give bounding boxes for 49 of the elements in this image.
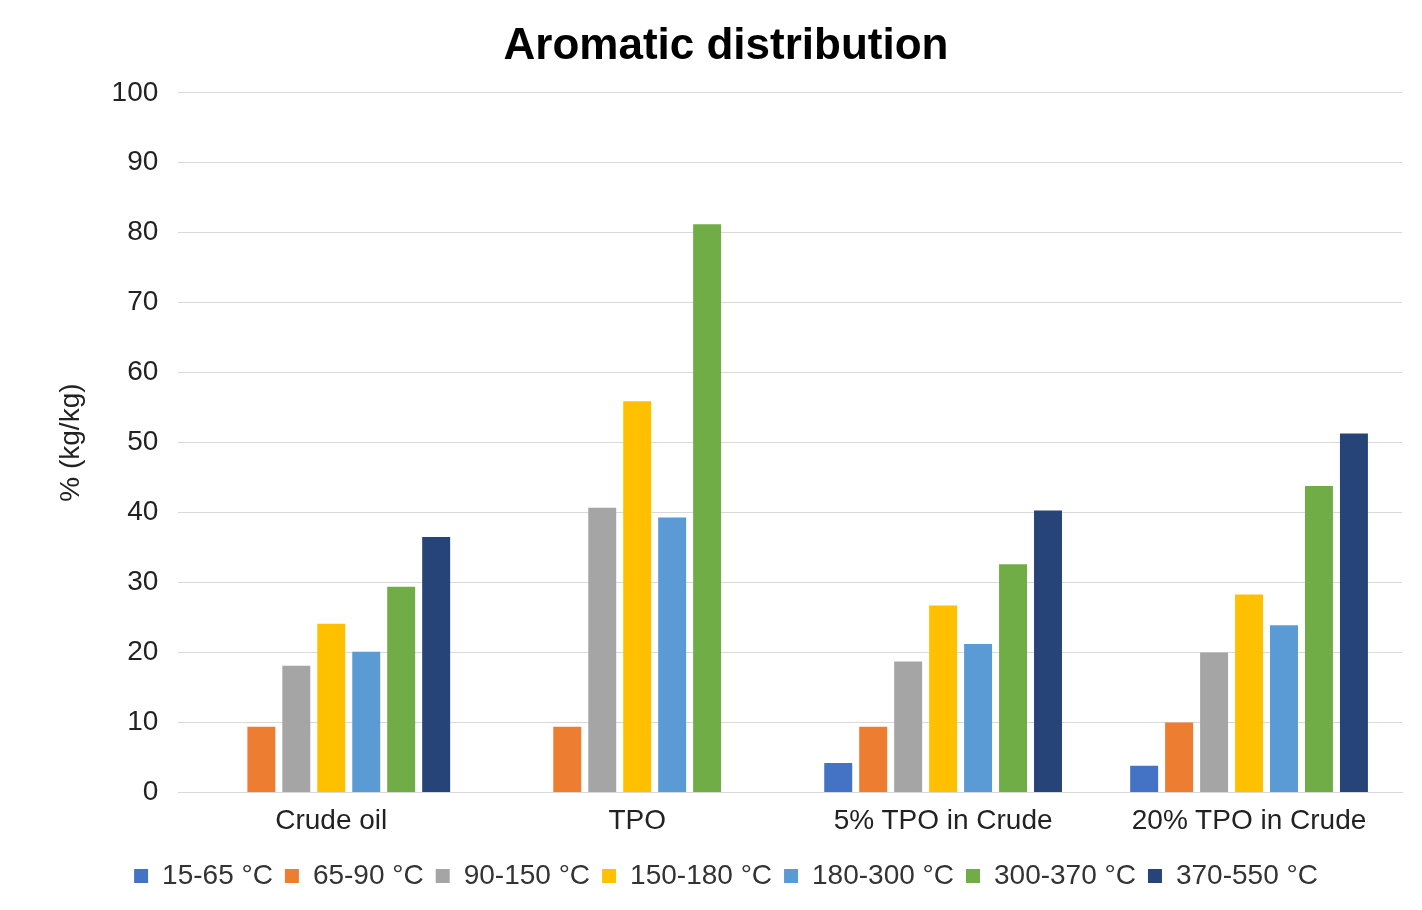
bar: [1130, 765, 1159, 792]
legend-label: 65-90 °C: [312, 858, 424, 890]
y-tick-label: 10: [127, 705, 159, 737]
legend-label: 150-180 °C: [630, 858, 773, 890]
y-tick-label: 70: [127, 285, 159, 317]
y-tick-label: 100: [111, 75, 159, 107]
x-tick-label: 5% TPO in Crude: [833, 803, 1053, 835]
x-tick-label: 20% TPO in Crude: [1131, 803, 1367, 835]
bar: [317, 623, 346, 792]
bar: [999, 564, 1028, 792]
y-tick-label: 30: [127, 565, 159, 597]
y-tick-label: 60: [127, 355, 159, 387]
y-tick-label: 0: [142, 775, 159, 807]
x-tick-label: TPO: [608, 803, 666, 835]
bar: [623, 401, 652, 792]
bar: [387, 586, 416, 792]
y-tick-label: 40: [127, 495, 159, 527]
bar: [658, 517, 687, 792]
bar: [553, 726, 582, 792]
legend-label: 15-65 °C: [162, 858, 273, 890]
y-tick-label: 50: [127, 425, 159, 457]
chart-title: Aromatic distribution: [503, 18, 949, 68]
bar: [824, 763, 853, 792]
bar: [964, 644, 993, 792]
bar: [282, 665, 311, 792]
bar: [1304, 485, 1333, 792]
bar: [247, 726, 276, 792]
bar: [1339, 433, 1368, 792]
bar: [894, 661, 923, 792]
bar: [422, 537, 451, 792]
bar: [1270, 625, 1298, 792]
bar: [859, 726, 888, 792]
bar: [1034, 510, 1062, 792]
y-tick-label: 20: [127, 635, 159, 667]
legend-label: 370-550 °C: [1175, 858, 1318, 890]
bar: [352, 651, 381, 792]
legend-label: 90-150 °C: [463, 858, 591, 890]
bar: [1165, 722, 1194, 792]
y-axis-title: % (kg/kg): [53, 383, 85, 502]
bar: [588, 507, 617, 792]
bar: [929, 605, 958, 792]
bar: [1235, 594, 1264, 792]
legend-label: 180-300 °C: [812, 858, 955, 890]
legend-label: 300-370 °C: [994, 858, 1136, 890]
y-tick-label: 90: [127, 145, 159, 177]
bar: [693, 224, 722, 792]
y-tick-label: 80: [127, 215, 159, 247]
x-tick-label: Crude oil: [275, 803, 388, 835]
bar: [1200, 652, 1229, 792]
